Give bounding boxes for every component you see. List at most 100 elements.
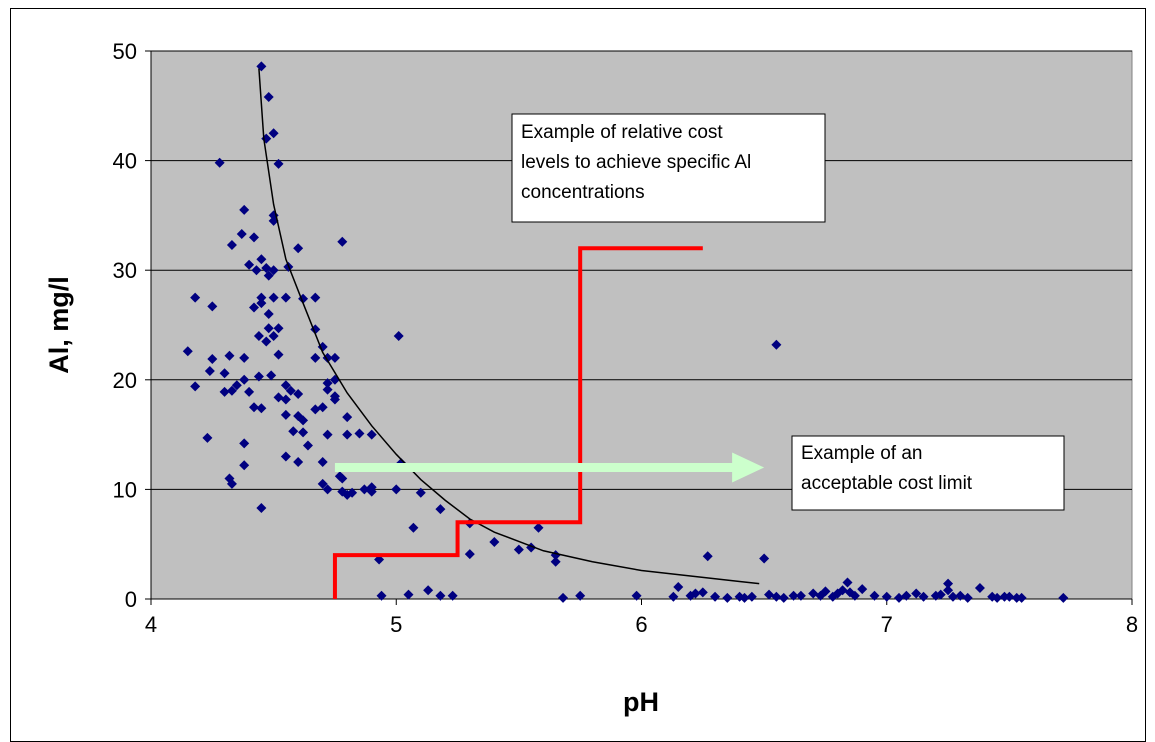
x-tick-label: 7 (881, 612, 893, 637)
data-point (268, 128, 279, 139)
x-axis-ticks: 4 5 6 7 8 (145, 599, 1138, 637)
data-point (263, 92, 274, 103)
data-point (261, 263, 272, 274)
y-axis-title: Al, mg/l (44, 276, 74, 374)
data-point (337, 473, 348, 484)
data-point (359, 484, 370, 495)
data-point (391, 484, 402, 495)
data-point (236, 229, 247, 240)
data-point (239, 374, 250, 385)
data-point (943, 585, 954, 596)
data-point (697, 587, 708, 598)
data-point (239, 438, 250, 449)
data-point (513, 544, 524, 555)
data-point (322, 484, 333, 495)
data-point (317, 478, 328, 489)
data-point (244, 259, 255, 270)
data-point (226, 478, 237, 489)
data-point (293, 457, 304, 467)
data-point (273, 323, 284, 334)
data-point (935, 589, 946, 600)
data-point (207, 353, 218, 364)
data-point (558, 592, 569, 603)
data-point (943, 578, 954, 589)
arrow-shape (334, 452, 765, 483)
data-point (214, 157, 225, 168)
data-point (992, 592, 1003, 603)
data-point (423, 585, 434, 596)
data-point (550, 556, 561, 567)
data-point (268, 292, 279, 303)
data-point (1058, 592, 1069, 603)
y-tick-label: 50 (113, 39, 137, 64)
x-tick-label: 6 (635, 612, 647, 637)
annotation-line: Example of an (801, 443, 922, 464)
data-point (317, 402, 328, 413)
data-point (207, 301, 218, 312)
data-point (253, 330, 264, 341)
data-point (722, 592, 733, 603)
data-point (268, 330, 279, 341)
data-point (249, 402, 260, 413)
y-tick-label: 40 (113, 149, 137, 174)
data-point (710, 591, 721, 602)
y-axis-ticks: 0 10 20 30 40 50 (113, 39, 151, 612)
data-point (962, 592, 973, 603)
data-point (447, 590, 458, 601)
data-point (918, 591, 929, 602)
data-point (771, 591, 782, 602)
data-point (310, 404, 321, 415)
data-point (261, 336, 272, 347)
data-point (911, 588, 922, 599)
x-tick-label: 4 (145, 612, 157, 637)
data-point (251, 265, 262, 276)
data-point (263, 270, 274, 281)
data-point (317, 457, 328, 467)
data-point (533, 522, 544, 533)
data-point (273, 392, 284, 403)
data-point (224, 350, 235, 361)
data-point (249, 232, 260, 243)
data-point (435, 504, 446, 515)
annotation-line: concentrations (521, 182, 645, 203)
data-point (219, 368, 230, 379)
annotation-relative-cost: Example of relative cost levels to achie… (511, 113, 826, 223)
y-tick-label: 10 (113, 477, 137, 502)
data-point (322, 429, 333, 440)
data-point (366, 486, 377, 497)
data-point (226, 385, 237, 396)
data-point (253, 371, 264, 382)
data-point (204, 366, 215, 377)
data-point (226, 239, 237, 250)
acceptable-cost-arrow (334, 452, 765, 483)
data-point (869, 590, 880, 601)
data-point (231, 380, 242, 391)
annotation-line: acceptable cost limit (801, 473, 973, 494)
data-point (403, 589, 414, 600)
data-point (575, 590, 586, 601)
data-point (974, 583, 985, 594)
data-point (280, 409, 291, 420)
data-point (263, 309, 274, 320)
data-point (329, 391, 340, 402)
annotation-box (511, 113, 826, 223)
data-point (280, 292, 291, 303)
data-point (219, 386, 230, 397)
data-point (771, 339, 782, 350)
data-point (342, 412, 353, 423)
data-point (322, 384, 333, 395)
annotation-box (791, 435, 1065, 511)
y-tick-label: 0 (125, 587, 137, 612)
data-point (182, 346, 193, 357)
data-point (310, 292, 321, 303)
data-point (302, 440, 313, 451)
data-point (285, 385, 296, 396)
data-point (1016, 592, 1027, 603)
annotation-line: levels to achieve specific Al (521, 152, 751, 173)
data-point (690, 588, 701, 599)
data-point (759, 553, 770, 564)
data-point (249, 302, 260, 313)
data-point (668, 591, 679, 602)
x-tick-label: 8 (1126, 612, 1138, 637)
